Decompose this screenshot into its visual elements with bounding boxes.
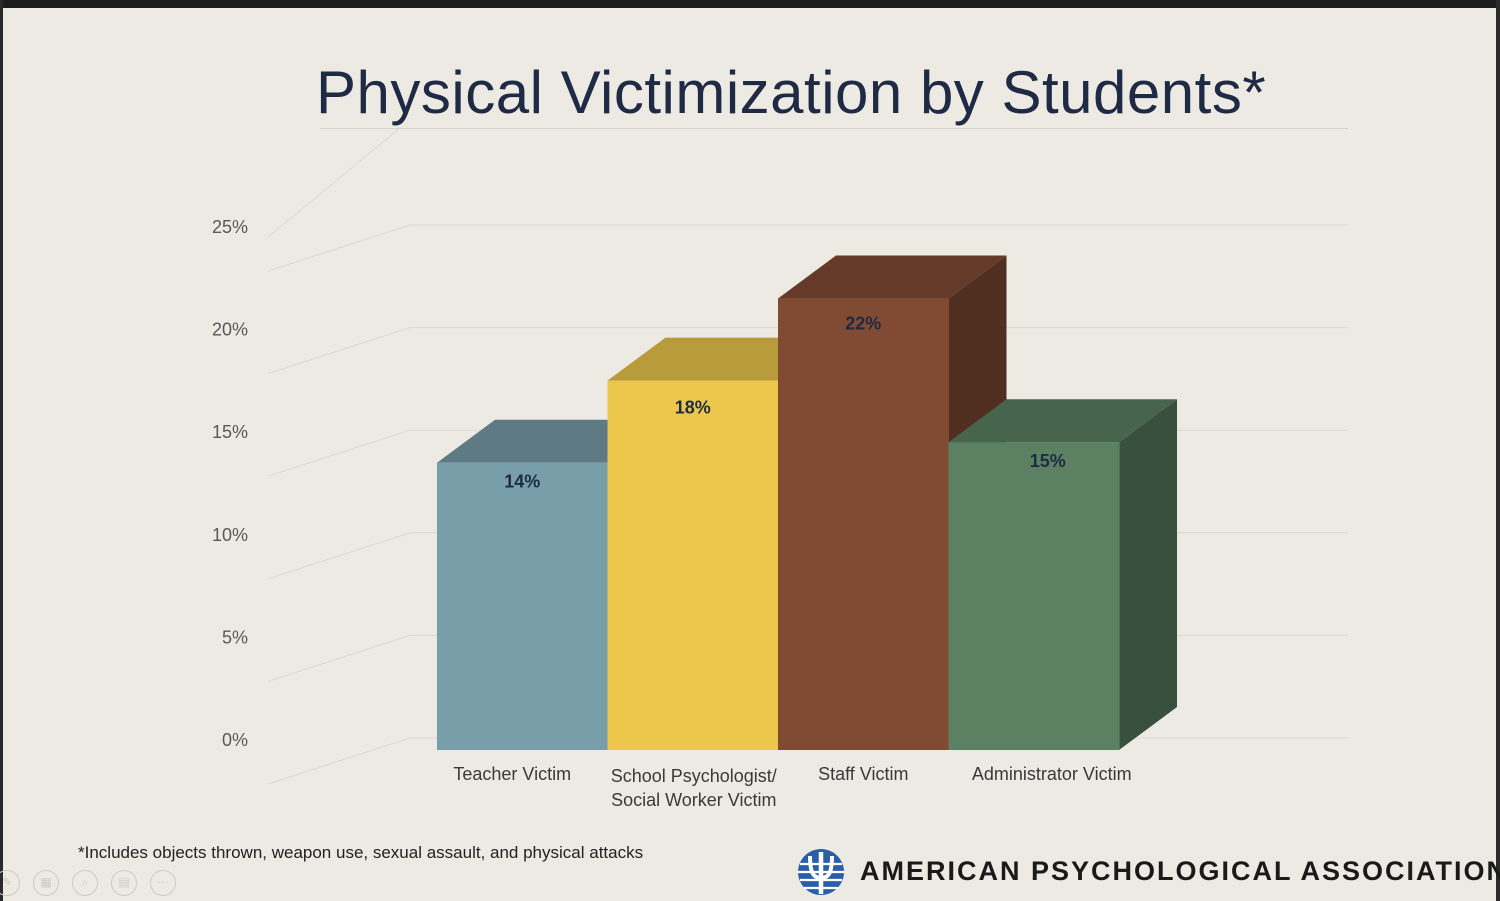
y-tick-label: 20% (212, 320, 248, 340)
bar-front (778, 298, 950, 750)
bar-front (437, 462, 609, 750)
slide-title: Physical Victimization by Students* (316, 59, 1267, 126)
bar-front (607, 380, 779, 750)
y-tick-label: 25% (212, 217, 248, 237)
subtitles-icon[interactable]: ▤ (111, 870, 137, 896)
chart-data-labels: 14% 18% 22% 15% (504, 314, 1066, 492)
bar-side (1119, 399, 1177, 750)
bar (948, 399, 1177, 750)
psi-globe-icon (798, 849, 844, 895)
x-tick-label: School Psychologist/ (611, 766, 777, 786)
window-right-edge (1496, 0, 1500, 901)
pen-icon[interactable]: ✎ (0, 870, 20, 896)
data-label: 15% (1030, 451, 1066, 471)
y-tick-label: 5% (222, 627, 248, 647)
more-options-icon[interactable]: ⋯ (150, 870, 176, 896)
data-label: 22% (845, 314, 881, 334)
window-left-edge (0, 0, 3, 901)
data-label: 18% (675, 398, 711, 418)
logo-wordmark: AMERICAN PSYCHOLOGICAL ASSOCIATION (860, 856, 1500, 886)
zoom-icon[interactable]: ⌕ (72, 870, 98, 896)
gridline (267, 327, 1348, 375)
gridline (267, 127, 401, 238)
bar-top (778, 255, 1007, 299)
chart-y-axis: 0% 5% 10% 15% 20% 25% (212, 217, 248, 750)
presentation-toolbar: ✎ ▦ ⌕ ▤ ⋯ (0, 866, 190, 900)
apa-logo: AMERICAN PSYCHOLOGICAL ASSOCIATION (796, 846, 1500, 898)
chart-bars (437, 255, 1177, 750)
bar-front (948, 442, 1120, 750)
x-tick-label: Administrator Victim (972, 764, 1132, 784)
x-tick-label: Teacher Victim (453, 764, 571, 784)
y-tick-label: 15% (212, 422, 248, 442)
data-label: 14% (504, 472, 540, 492)
x-tick-label: Staff Victim (818, 764, 908, 784)
x-tick-label: Social Worker Victim (611, 790, 776, 810)
y-tick-label: 10% (212, 525, 248, 545)
window-top-bar (0, 0, 1500, 8)
y-tick-label: 0% (222, 730, 248, 750)
title-divider (320, 128, 1348, 129)
chart-x-axis: Teacher Victim School Psychologist/Social… (453, 764, 1131, 810)
slide-footnote: *Includes objects thrown, weapon use, se… (78, 843, 644, 862)
bar-top (948, 399, 1177, 443)
slides-grid-icon[interactable]: ▦ (33, 870, 59, 896)
gridline (267, 224, 1348, 272)
